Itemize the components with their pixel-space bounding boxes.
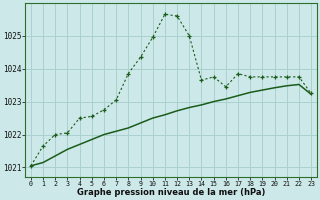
- X-axis label: Graphe pression niveau de la mer (hPa): Graphe pression niveau de la mer (hPa): [77, 188, 265, 197]
